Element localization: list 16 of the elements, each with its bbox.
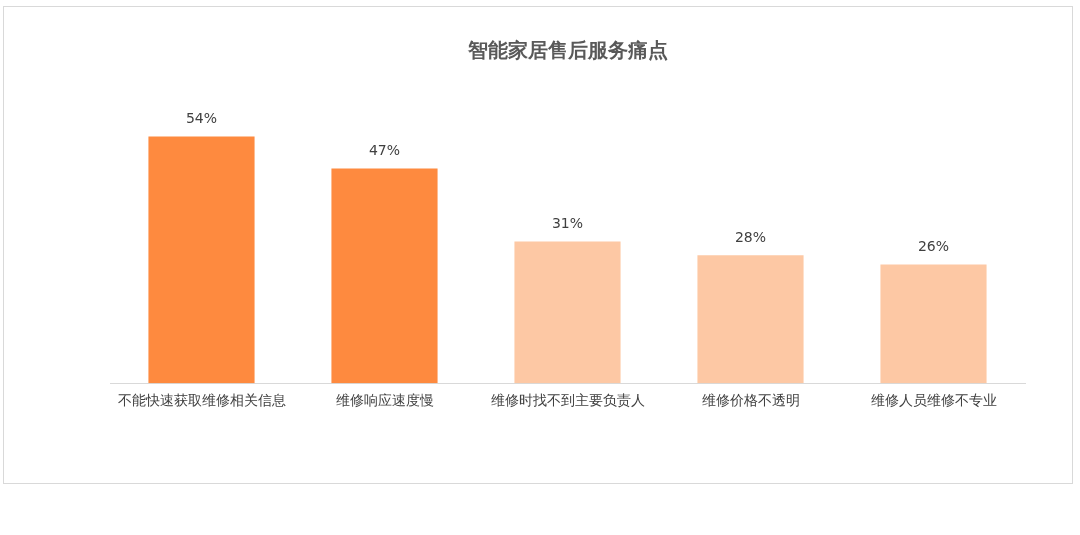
bar bbox=[697, 255, 804, 384]
x-tick-label: 维修价格不透明 bbox=[701, 392, 800, 409]
data-label: 28% bbox=[734, 228, 767, 245]
bar bbox=[331, 168, 438, 384]
x-tick-label: 维修时找不到主要负责人 bbox=[490, 392, 645, 409]
data-label: 47% bbox=[368, 142, 401, 159]
x-tick-label: 维修响应速度慢 bbox=[335, 392, 434, 409]
data-label: 54% bbox=[185, 110, 218, 127]
x-tick-label: 不能快速获取维修相关信息 bbox=[117, 392, 286, 409]
bar bbox=[148, 136, 255, 384]
bar bbox=[880, 264, 987, 384]
x-tick-label: 维修人员维修不专业 bbox=[870, 392, 997, 409]
bar bbox=[514, 241, 621, 384]
chart-title: 智能家居售后服务痛点 bbox=[466, 38, 668, 63]
data-label: 26% bbox=[917, 238, 950, 255]
data-label: 31% bbox=[551, 215, 584, 232]
